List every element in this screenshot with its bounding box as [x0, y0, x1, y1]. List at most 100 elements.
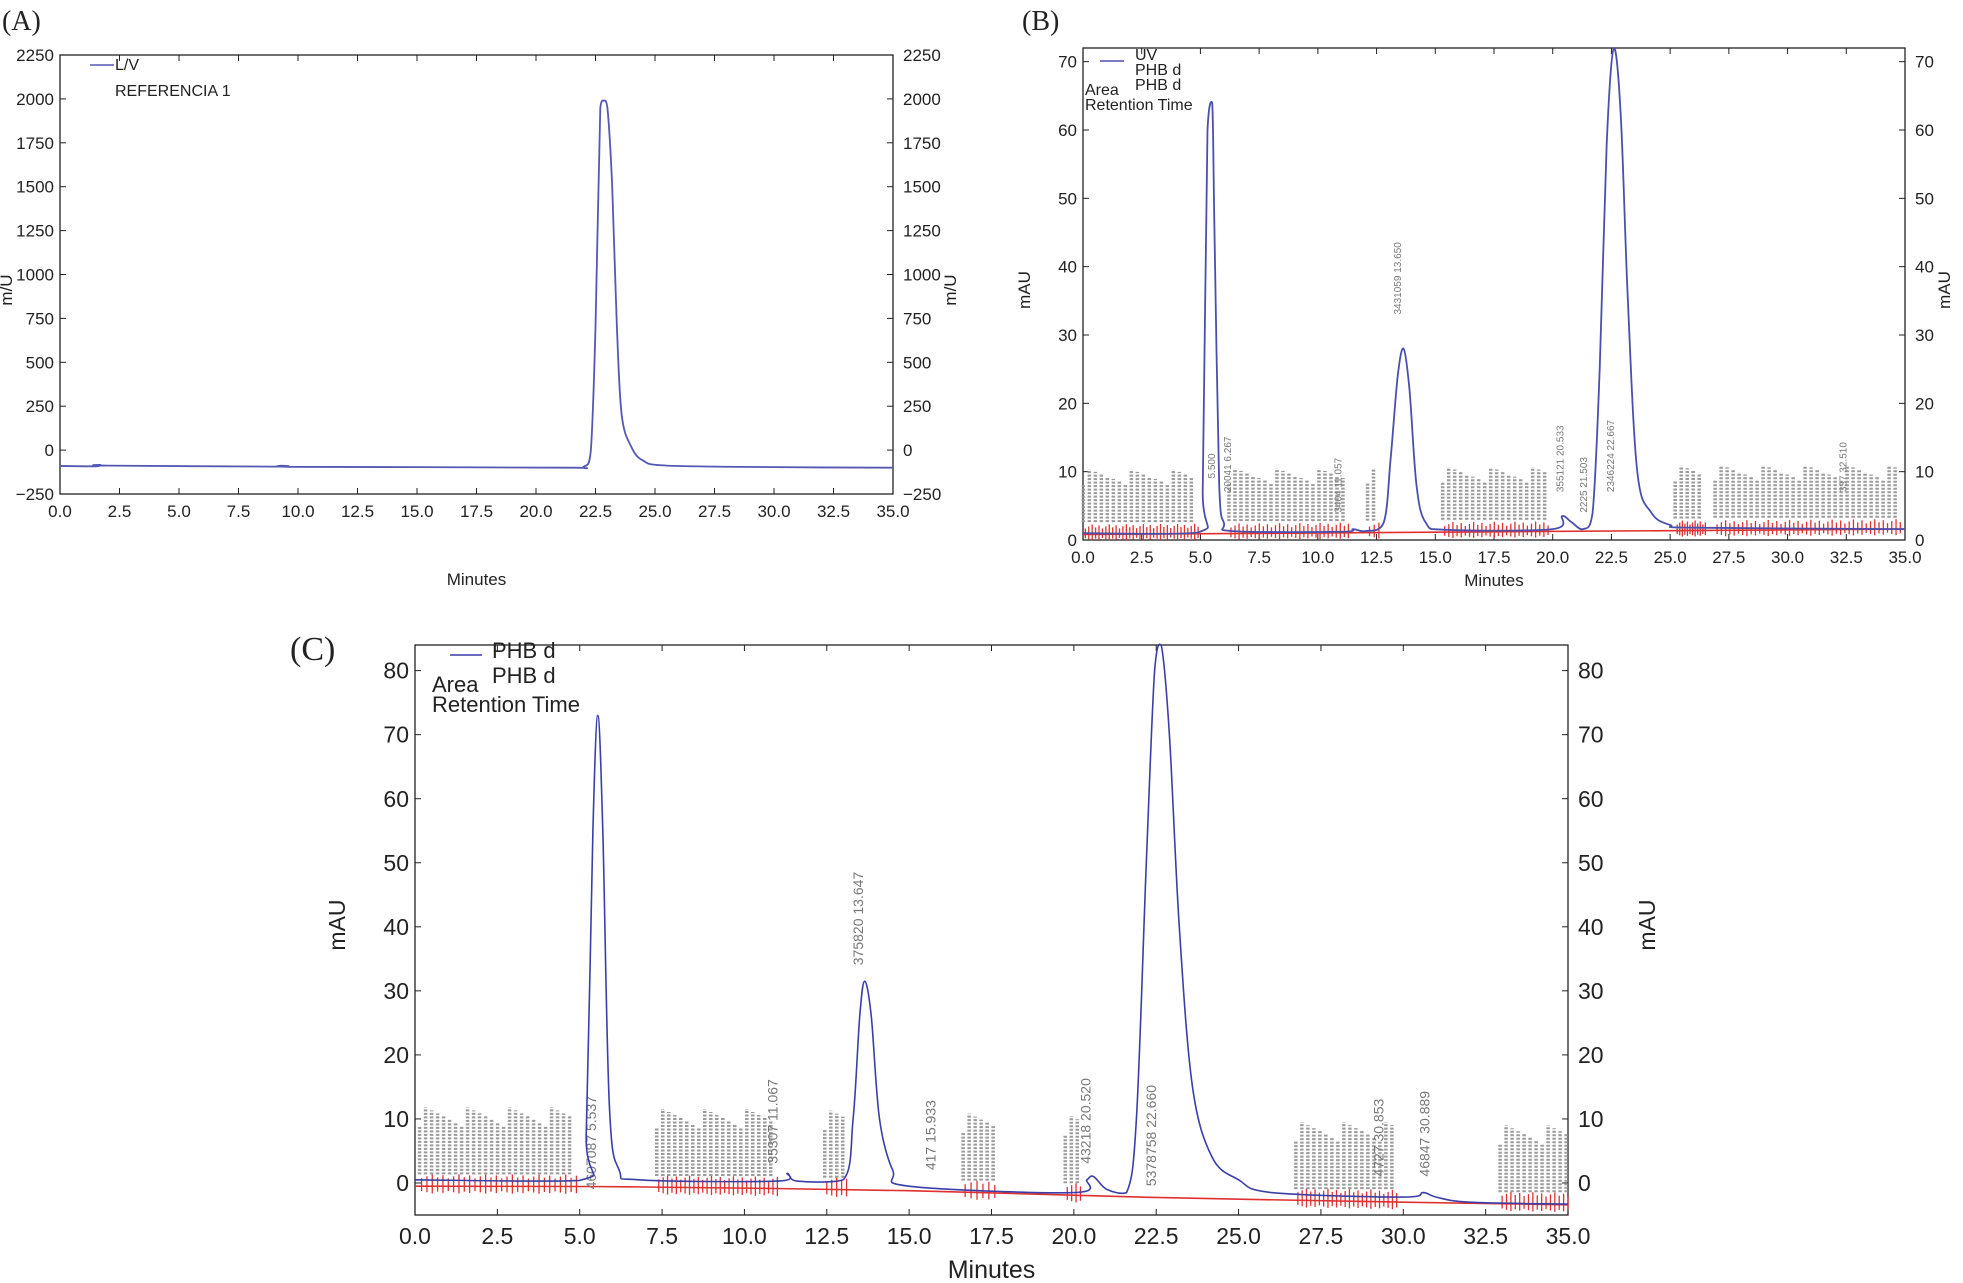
series-line — [59, 99, 894, 470]
x-tick-label: 0.0 — [1071, 548, 1095, 567]
y-tick-label-right: 0 — [1578, 1170, 1591, 1196]
y-axis-label-left: mAU — [324, 899, 350, 950]
y-tick-label: 20 — [1058, 394, 1077, 413]
baseline-line — [414, 1185, 1569, 1206]
panel-letter: (B) — [1022, 6, 1059, 37]
series-line — [1082, 47, 1906, 535]
peak-label: 3404 11.057 — [1333, 457, 1344, 512]
x-tick-label: 25.0 — [1216, 1223, 1261, 1249]
x-tick-label: 17.5 — [1477, 548, 1510, 567]
legend-label: Area — [432, 672, 479, 697]
x-axis-label: Minutes — [948, 1256, 1036, 1283]
legend-label: UV — [1135, 47, 1158, 64]
y-tick-label-right: 40 — [1578, 914, 1604, 940]
y-axis-label-left: m/U — [0, 274, 16, 305]
y-tick-label: 30 — [383, 978, 409, 1004]
y-tick-label: 60 — [1058, 121, 1077, 140]
legend-label: PHB d — [492, 638, 556, 663]
peak-label: 46847 30.889 — [1417, 1091, 1433, 1177]
x-tick-label: 27.5 — [1299, 1223, 1344, 1249]
peak-label: 2225 21.503 — [1579, 457, 1590, 513]
x-tick-label: 7.5 — [646, 1223, 678, 1249]
x-tick-label: 2.5 — [1130, 548, 1154, 567]
peak-label: 20041 6.267 — [1223, 436, 1234, 492]
x-tick-label: 22.5 — [1595, 548, 1628, 567]
y-tick-label-right: 50 — [1915, 189, 1934, 208]
plot-frame — [59, 54, 894, 495]
x-tick-label: 17.5 — [969, 1223, 1014, 1249]
chart-panel-a: (A) 0.0 2.5 5.0 7.5 10.0 12.5 15.0 17.5 20.0 22.5 2… — [0, 6, 960, 589]
y-tick-label: 250 — [26, 397, 54, 416]
y-tick-label: 70 — [1058, 53, 1077, 72]
x-tick-label: 30.0 — [1771, 548, 1804, 567]
chart-panel-c: (C) 0.0 2.5 5.0 7.5 10.0 12.5 15.0 17.5 20.0 22.5 2… — [290, 631, 1660, 1283]
x-tick-label: 5.0 — [564, 1223, 596, 1249]
y-tick-label: 10 — [1058, 463, 1077, 482]
y-tick-label-right: 70 — [1578, 722, 1604, 748]
y-tick-label-right: 50 — [1578, 850, 1604, 876]
x-tick-label: 12.5 — [1360, 548, 1393, 567]
y-tick-label-right: 1750 — [903, 134, 941, 153]
series-line — [414, 643, 1569, 1205]
x-tick-label: 0.0 — [48, 502, 72, 521]
y-tick-label: 1750 — [16, 134, 54, 153]
peak-label: 3431059 13.650 — [1393, 242, 1404, 315]
y-tick-label-right: 40 — [1915, 258, 1934, 277]
y-tick-label-right: 2000 — [903, 90, 941, 109]
y-tick-label-right: −250 — [903, 485, 941, 504]
y-axis-label-right: m/U — [941, 274, 960, 305]
x-tick-label: 7.5 — [1247, 548, 1271, 567]
y-tick-label: 0 — [396, 1170, 409, 1196]
peak-label: 4727 30.853 — [1371, 1099, 1387, 1177]
y-tick-label-right: 2250 — [903, 46, 941, 65]
y-tick-label: 2000 — [16, 90, 54, 109]
x-tick-label: 10.0 — [281, 502, 314, 521]
x-tick-label: 10.0 — [722, 1223, 767, 1249]
x-tick-label: 15.0 — [1419, 548, 1452, 567]
y-axis-label-right: mAU — [1634, 899, 1660, 950]
legend-label: Retention Time — [432, 692, 580, 717]
x-tick-label: 12.5 — [804, 1223, 849, 1249]
y-tick-label: 1000 — [16, 265, 54, 284]
y-tick-label-right: 30 — [1915, 326, 1934, 345]
y-tick-label-right: 750 — [903, 309, 931, 328]
y-tick-label: 40 — [383, 914, 409, 940]
y-tick-label: 40 — [1058, 258, 1077, 277]
peak-label: 417 15.933 — [922, 1100, 938, 1170]
x-tick-label: 35.0 — [1888, 548, 1921, 567]
x-tick-label: 32.5 — [1463, 1223, 1508, 1249]
legend-label: PHB d — [1135, 62, 1181, 79]
x-tick-label: 20.0 — [1536, 548, 1569, 567]
y-tick-label-right: 0 — [903, 441, 912, 460]
x-tick-label: 27.5 — [1712, 548, 1745, 567]
y-tick-label: 1250 — [16, 222, 54, 241]
peak-label: 5.500 — [1207, 453, 1218, 478]
y-tick-label: 750 — [26, 309, 54, 328]
peak-label: 43218 20.520 — [1077, 1078, 1093, 1164]
peak-label: 355121 20.533 — [1555, 425, 1566, 492]
y-tick-label: 80 — [383, 658, 409, 684]
y-tick-label-right: 0 — [1915, 531, 1924, 550]
chart-panel-b: (B) 0.0 2.5 5.0 7.5 10.0 12.5 15.0 17.5 20.0 22.5 2… — [1015, 6, 1954, 590]
y-tick-label: 50 — [383, 850, 409, 876]
x-tick-label: 15.0 — [400, 502, 433, 521]
x-tick-label: 2.5 — [108, 502, 132, 521]
y-tick-label: 0 — [45, 441, 54, 460]
legend-label: Retention Time — [1085, 97, 1193, 114]
integration-marks — [1081, 465, 1901, 541]
x-tick-label: 20.0 — [1051, 1223, 1096, 1249]
x-tick-label: 32.5 — [817, 502, 850, 521]
y-tick-label: −250 — [16, 485, 54, 504]
y-tick-label-right: 20 — [1915, 394, 1934, 413]
legend-label: PHB d — [1135, 77, 1181, 94]
x-tick-label: 12.5 — [341, 502, 374, 521]
x-tick-label: 32.5 — [1830, 548, 1863, 567]
y-tick-label-right: 80 — [1578, 658, 1604, 684]
peak-label: 337 32.510 — [1838, 442, 1849, 492]
y-axis-label-right: mAU — [1935, 271, 1954, 309]
x-tick-label: 20.0 — [519, 502, 552, 521]
y-tick-label: 60 — [383, 786, 409, 812]
